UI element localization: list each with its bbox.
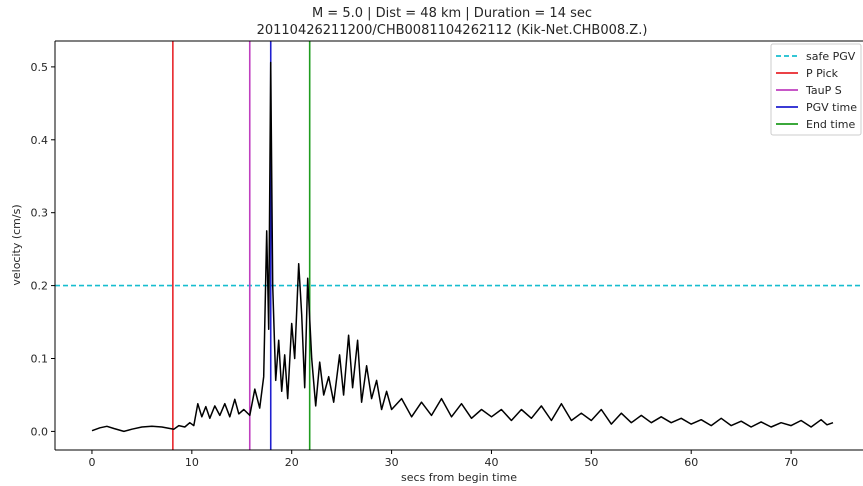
x-axis-ticks: 0 10 20 30 40 50 60 70 [88,450,798,469]
chart-subtitle: 20110426211200/CHB0081104262112 (Kik-Net… [257,23,648,38]
x-axis-label: secs from begin time [401,471,517,484]
series-group [91,61,834,433]
legend-box [770,43,862,136]
x-tick-label: 50 [584,456,598,469]
y-tick-label: 0.5 [31,61,49,74]
y-axis-ticks: 0.0 0.1 0.2 0.3 0.4 0.5 [31,61,55,438]
y-tick-label: 0.4 [31,134,49,147]
legend-label: P Pick [806,67,839,80]
legend-label: PGV time [806,101,857,114]
velocity-series-line [91,61,834,433]
y-tick-label: 0.3 [31,207,49,220]
y-axis-label: velocity (cm/s) [10,204,23,285]
x-tick-label: 20 [285,456,299,469]
plot-area [55,41,863,450]
legend: safe PGV P Pick TauP S PGV time End time [770,43,862,136]
x-tick-label: 30 [385,456,399,469]
x-tick-label: 60 [684,456,698,469]
y-tick-label: 0.0 [31,425,49,438]
legend-label: End time [806,118,855,131]
x-tick-label: 0 [88,456,95,469]
x-tick-label: 40 [484,456,498,469]
legend-label: TauP S [805,84,842,97]
chart-title: M = 5.0 | Dist = 48 km | Duration = 14 s… [312,6,592,21]
legend-label: safe PGV [806,50,856,63]
x-tick-label: 10 [185,456,199,469]
x-tick-label: 70 [784,456,798,469]
y-tick-label: 0.2 [31,280,49,293]
y-tick-label: 0.1 [31,353,49,366]
